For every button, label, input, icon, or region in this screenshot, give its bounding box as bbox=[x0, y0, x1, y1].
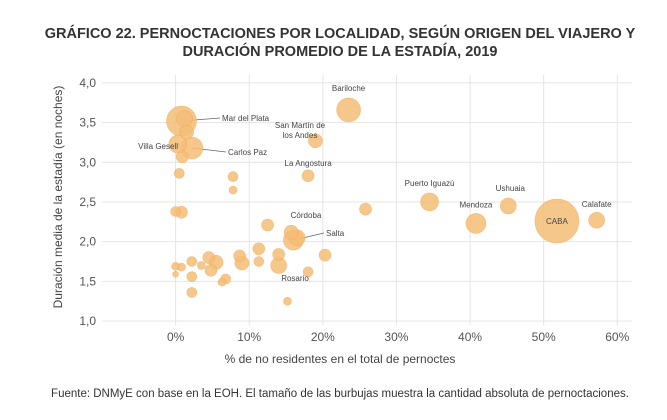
bubble bbox=[359, 202, 372, 216]
y-axis-title: Duración media de la estadía (en noches) bbox=[51, 86, 65, 309]
x-tick-label: 30% bbox=[384, 330, 408, 344]
bubble bbox=[308, 133, 323, 149]
bubble-label: Mar del Plata bbox=[222, 114, 270, 123]
x-tick-label: 20% bbox=[311, 330, 335, 344]
bubble bbox=[283, 296, 292, 306]
bubble bbox=[176, 110, 193, 127]
bubble bbox=[534, 198, 580, 244]
bubble-label: La Angostura bbox=[285, 159, 333, 168]
x-tick-labels: 0% 10% 20% 30% 40% 50% 60% bbox=[167, 330, 630, 344]
bubble bbox=[233, 249, 246, 263]
bubble-label: Bariloche bbox=[332, 84, 366, 93]
bubble bbox=[318, 248, 332, 262]
bubble-label: Ushuaia bbox=[496, 184, 526, 193]
bubble-label: San Martín de los Andes bbox=[275, 121, 326, 140]
x-tick-label: 10% bbox=[237, 330, 261, 344]
bubble bbox=[272, 248, 285, 261]
bubble bbox=[186, 271, 198, 282]
bubble bbox=[227, 171, 239, 182]
y-tick-label: 2,5 bbox=[79, 195, 96, 209]
bubble bbox=[336, 97, 361, 123]
bubble bbox=[173, 168, 185, 179]
bubble bbox=[228, 185, 238, 195]
bubble-label: CABA bbox=[546, 217, 568, 226]
x-tick-label: 0% bbox=[167, 330, 185, 344]
x-tick-label: 40% bbox=[458, 330, 482, 344]
bubble bbox=[172, 270, 179, 278]
bubble bbox=[186, 256, 198, 267]
bubble-label: Córdoba bbox=[291, 211, 322, 220]
chart-title-line-1: GRÁFICO 22. PERNOCTACIONES POR LOCALIDAD… bbox=[45, 24, 636, 42]
y-tick-label: 4,0 bbox=[79, 76, 96, 90]
x-tick-label: 50% bbox=[532, 330, 556, 344]
bubble bbox=[588, 211, 605, 229]
bubbles bbox=[166, 97, 605, 306]
bubble bbox=[500, 197, 517, 215]
bubble-label: Rosario bbox=[281, 274, 309, 283]
bubble bbox=[253, 256, 265, 267]
source-note: Fuente: DNMyE con base en la EOH. El tam… bbox=[51, 388, 629, 400]
y-tick-label: 2,0 bbox=[79, 235, 96, 249]
bubble bbox=[204, 263, 218, 277]
bubble bbox=[197, 261, 206, 270]
y-tick-labels: 1,0 1,5 2,0 2,5 3,0 3,5 4,0 bbox=[79, 76, 96, 328]
y-tick-label: 3,0 bbox=[79, 155, 96, 169]
bubble-label: Salta bbox=[326, 229, 345, 238]
bubble bbox=[252, 242, 266, 256]
bubble-label: Villa Gesell bbox=[138, 142, 178, 151]
bubble bbox=[261, 218, 274, 232]
bubble-label: Puerto Iguazú bbox=[405, 179, 455, 188]
bubble-label: Carlos Paz bbox=[228, 148, 267, 157]
y-tick-label: 3,5 bbox=[79, 116, 96, 130]
bubble bbox=[217, 277, 227, 287]
bubble bbox=[170, 206, 181, 217]
bubble-label: Calafate bbox=[582, 200, 612, 209]
bubble-label-line: San Martín de bbox=[275, 121, 326, 130]
bubble bbox=[177, 262, 186, 272]
bubble bbox=[420, 192, 439, 212]
bubble bbox=[302, 266, 314, 278]
bubble bbox=[179, 124, 194, 140]
bubble bbox=[175, 150, 189, 164]
bubble-label: Mendoza bbox=[459, 200, 492, 209]
bubble bbox=[202, 251, 216, 264]
bubble bbox=[283, 224, 299, 240]
bubble-label-line: los Andes bbox=[283, 131, 318, 140]
bubble bbox=[465, 213, 487, 234]
x-tick-label: 60% bbox=[605, 330, 629, 344]
x-axis-title: % de no residentes en el total de pernoc… bbox=[225, 352, 456, 366]
bubble bbox=[301, 169, 315, 183]
bubble bbox=[186, 287, 198, 298]
y-tick-label: 1,5 bbox=[79, 274, 96, 288]
y-tick-label: 1,0 bbox=[79, 314, 96, 328]
bubble-labels: Bariloche Mar del Plata Villa Gesell Carlos… bbox=[138, 84, 612, 283]
chart-title-line-2: DURACIÓN PROMEDIO DE LA ESTADÍA, 2019 bbox=[182, 42, 497, 60]
